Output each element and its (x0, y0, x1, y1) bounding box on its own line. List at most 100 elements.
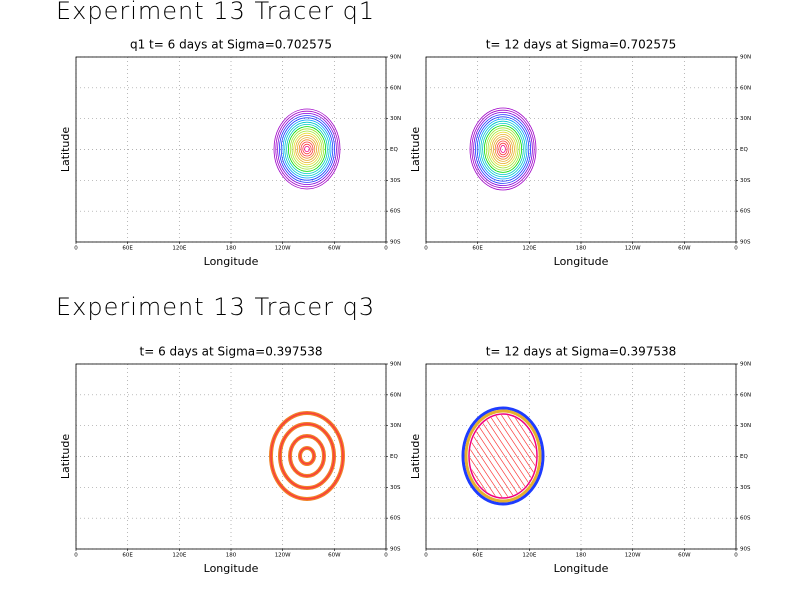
y-axis-label: Latitude (59, 434, 72, 480)
contour-line (474, 114, 531, 184)
contour-line (478, 118, 528, 180)
x-tick-label: 120W (275, 553, 291, 559)
y-tick-label: 60S (740, 209, 751, 215)
y-tick-label: 30S (390, 178, 401, 184)
y-tick-label: 30N (390, 116, 401, 122)
contour-line (289, 128, 325, 170)
contour-line (496, 140, 510, 158)
y-axis-label: Latitude (59, 127, 72, 173)
x-tick-label: 0 (424, 246, 428, 252)
x-tick-label: 180 (226, 246, 237, 252)
x-tick-label: 60E (472, 246, 483, 252)
y-tick-label: 90N (740, 55, 751, 61)
y-tick-label: 60S (390, 209, 401, 215)
y-tick-label: 90S (740, 547, 751, 553)
y-tick-label: 60N (740, 392, 751, 398)
contour-line (279, 423, 335, 489)
contour-line (464, 409, 542, 503)
y-tick-label: EQ (740, 454, 748, 460)
x-tick-label: 60W (328, 553, 341, 559)
contour-line (476, 116, 530, 182)
contour-line (492, 136, 513, 162)
contour-line (503, 415, 536, 497)
x-tick-label: 120E (522, 553, 536, 559)
contour-line (470, 415, 517, 497)
chart-title: t= 12 days at Sigma=0.397538 (486, 345, 677, 359)
contour-line (483, 125, 522, 173)
contour-line (280, 117, 334, 181)
contour-line (487, 129, 519, 169)
contour-line (299, 447, 315, 465)
contour-line (489, 131, 517, 167)
x-tick-label: 0 (74, 246, 78, 252)
contour-line (468, 413, 538, 499)
contour-line (282, 119, 332, 179)
plot-frame (75, 56, 387, 243)
x-axis-label: Longitude (554, 255, 609, 268)
panel: t= 12 days at Sigma=0.397538 Longitude Lat… (409, 345, 751, 576)
x-tick-label: 180 (576, 553, 587, 559)
x-tick-label: 60E (122, 246, 133, 252)
contour-line (485, 415, 536, 497)
contour-line (300, 141, 314, 157)
panel: t= 6 days at Sigma=0.397538 Longitude Lati… (59, 345, 401, 576)
y-tick-label: 60S (390, 516, 401, 522)
x-tick-label: 0 (734, 553, 738, 559)
contour-line (286, 124, 328, 175)
plot-frame (425, 56, 737, 243)
contour-line (470, 415, 505, 497)
x-tick-label: 120W (275, 246, 291, 252)
plot-frame (425, 363, 737, 550)
contour-line (497, 415, 536, 497)
section-heading: Experiment 13 Tracer q1 (56, 0, 375, 25)
y-tick-label: 90N (390, 362, 401, 368)
contour-line (470, 415, 511, 497)
y-tick-label: 90S (390, 240, 401, 246)
x-tick-label: 120E (172, 553, 186, 559)
y-tick-label: 30S (740, 178, 751, 184)
x-tick-label: 120E (172, 246, 186, 252)
contour-line (270, 412, 344, 500)
x-tick-label: 120W (625, 246, 641, 252)
contour-line (287, 126, 326, 172)
y-axis-label: Latitude (409, 434, 422, 480)
contour-line (296, 137, 317, 161)
contour-line (277, 113, 337, 185)
x-axis-label: Longitude (204, 562, 259, 575)
contour-line (278, 115, 335, 183)
contour-line (482, 123, 524, 176)
contour-line (291, 130, 323, 168)
contour-line (273, 108, 341, 190)
contour-line (275, 110, 339, 188)
y-axis-label: Latitude (409, 127, 422, 173)
contour-line (284, 121, 330, 177)
y-tick-label: 30S (390, 485, 401, 491)
x-tick-label: 60W (678, 246, 691, 252)
x-tick-label: 60W (678, 553, 691, 559)
contour-line (470, 415, 499, 497)
x-axis-label: Longitude (554, 562, 609, 575)
contour-line (494, 138, 512, 160)
chart-title: q1 t= 6 days at Sigma=0.702575 (130, 38, 332, 52)
y-tick-label: 60N (390, 85, 401, 91)
x-tick-label: 60E (122, 553, 133, 559)
chart-title: t= 12 days at Sigma=0.702575 (486, 38, 677, 52)
contour-line (295, 134, 319, 163)
y-tick-label: 60S (740, 516, 751, 522)
y-tick-label: 60N (390, 392, 401, 398)
contour-line (471, 109, 535, 189)
contour-line (509, 415, 536, 497)
x-tick-label: 0 (384, 246, 388, 252)
x-tick-label: 180 (576, 246, 587, 252)
y-tick-label: 90S (740, 240, 751, 246)
contour-line (480, 120, 526, 178)
y-tick-label: 90N (390, 55, 401, 61)
x-tick-label: 180 (226, 553, 237, 559)
contour-line (491, 133, 515, 164)
contour-line (491, 415, 536, 497)
y-tick-label: 90N (740, 362, 751, 368)
contour-line (498, 142, 508, 156)
x-tick-label: 0 (424, 553, 428, 559)
